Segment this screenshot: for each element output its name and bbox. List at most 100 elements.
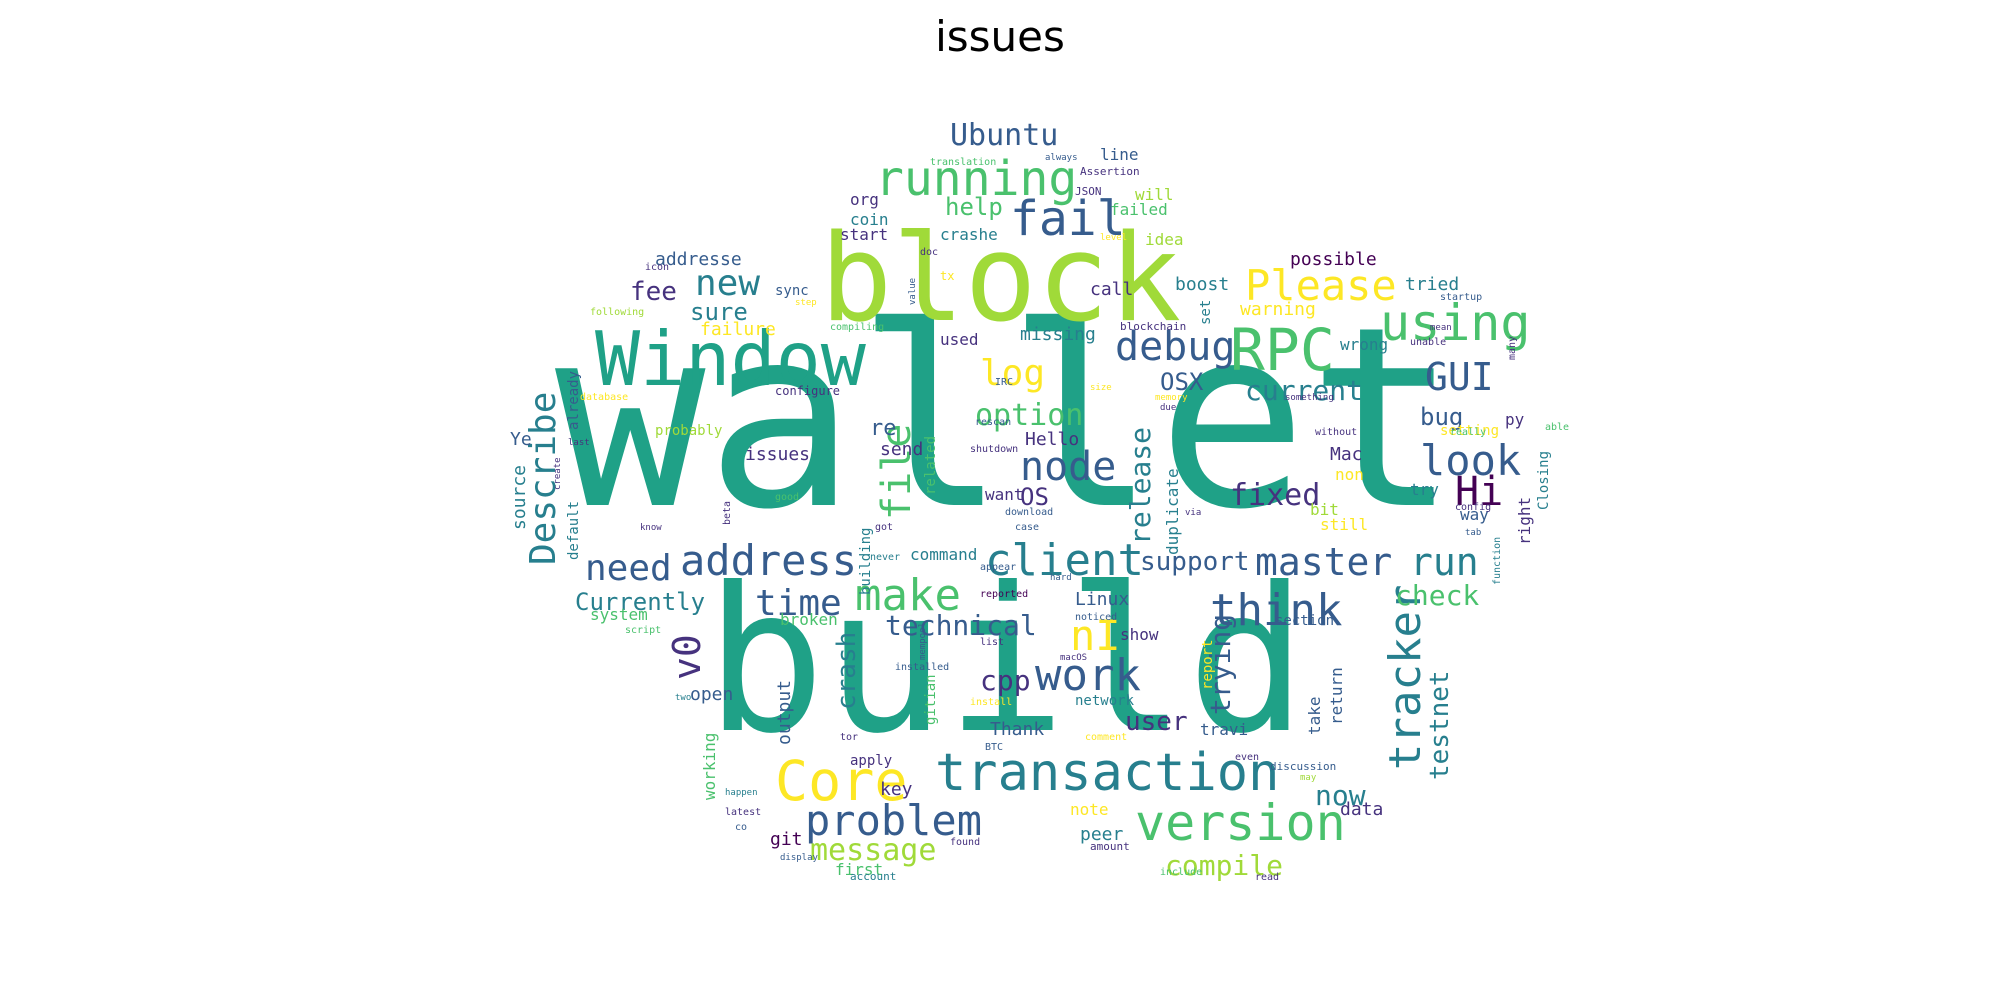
cloud-word-mempool: mempool xyxy=(918,622,928,660)
cloud-word-issues: issues xyxy=(745,444,810,465)
cloud-word-probably: probably xyxy=(655,423,722,439)
cloud-word-cpp: cpp xyxy=(980,664,1031,697)
cloud-word-fee: fee xyxy=(630,277,677,307)
cloud-word-os: OS xyxy=(1020,483,1049,511)
cloud-word-ubuntu: Ubuntu xyxy=(950,118,1058,153)
cloud-word-mac: Mac xyxy=(1330,444,1363,465)
cloud-word-re: re xyxy=(870,416,897,441)
cloud-word-block: block xyxy=(820,210,1181,349)
cloud-word-think: think xyxy=(1210,585,1342,636)
cloud-word-user: user xyxy=(1125,707,1188,737)
cloud-word-git: git xyxy=(770,829,803,850)
cloud-word-want: want xyxy=(985,485,1024,504)
cloud-word-time: time xyxy=(755,583,842,624)
cloud-word-co: co xyxy=(735,822,747,833)
cloud-word-size: size xyxy=(1090,383,1112,393)
cloud-word-client: client xyxy=(985,535,1144,586)
cloud-word-display: display xyxy=(780,853,819,863)
cloud-word-related: related xyxy=(923,436,939,495)
cloud-word-help: help xyxy=(945,193,1003,221)
cloud-word-make: make xyxy=(855,570,961,621)
cloud-word-doc: doc xyxy=(920,247,938,258)
cloud-word-building: building xyxy=(858,528,874,595)
cloud-word-fixed: fixed xyxy=(1230,478,1320,513)
cloud-word-install: install xyxy=(970,697,1012,708)
cloud-word-good: good xyxy=(775,492,799,503)
cloud-word-value: value xyxy=(908,278,918,305)
cloud-word-section: section xyxy=(1275,613,1334,629)
cloud-word-take: take xyxy=(1305,696,1324,735)
cloud-word-source: source xyxy=(509,465,530,530)
cloud-word-hard: hard xyxy=(1050,573,1072,583)
cloud-word-option: option xyxy=(975,398,1083,433)
cloud-word-describe: Describe xyxy=(523,392,564,565)
cloud-word-v0: v0 xyxy=(665,634,709,680)
cloud-word-crash: crash xyxy=(832,632,862,710)
cloud-word-thank: Thank xyxy=(990,719,1044,740)
cloud-word-boost: boost xyxy=(1175,274,1229,295)
cloud-word-send: send xyxy=(880,439,923,460)
cloud-word-try: try xyxy=(1410,480,1439,499)
cloud-word-bit: bit xyxy=(1310,500,1339,519)
cloud-word-got: got xyxy=(875,522,893,533)
cloud-word-default: default xyxy=(566,501,582,560)
cloud-word-following: following xyxy=(590,307,644,318)
cloud-word-really: really xyxy=(1450,427,1486,438)
cloud-word-gui: GUI xyxy=(1425,355,1494,399)
cloud-word-gitian: gitian xyxy=(923,674,939,725)
cloud-word-window: Window xyxy=(595,315,867,403)
cloud-word-setting: setting xyxy=(1440,423,1499,439)
cloud-word-check: check xyxy=(1395,579,1479,612)
cloud-word-still: still xyxy=(1320,515,1368,534)
cloud-word-return: return xyxy=(1327,667,1346,725)
cloud-word-currently: Currently xyxy=(575,588,705,616)
cloud-word-tab: tab xyxy=(1465,528,1481,538)
cloud-word-start: start xyxy=(840,225,888,244)
cloud-word-tried: tried xyxy=(1405,274,1459,295)
cloud-word-comment: comment xyxy=(1085,732,1127,743)
cloud-word-macos: macOS xyxy=(1060,653,1087,663)
cloud-word-need: need xyxy=(585,548,672,589)
cloud-word-will: will xyxy=(1135,185,1174,204)
cloud-word-trying: trying xyxy=(1204,614,1237,715)
cloud-word-build: build xyxy=(705,545,1307,778)
cloud-word-call: call xyxy=(1090,279,1133,300)
cloud-word-non: non xyxy=(1335,465,1364,484)
cloud-word-appear: appear xyxy=(980,562,1016,573)
cloud-word-possible: possible xyxy=(1290,249,1377,270)
cloud-word-fail: fail xyxy=(1010,191,1126,247)
cloud-word-current: current xyxy=(1245,374,1363,407)
cloud-word-right: right xyxy=(1515,497,1534,545)
cloud-word-happen: happen xyxy=(725,788,758,798)
cloud-word-failure: failure xyxy=(700,319,776,340)
cloud-word-wrong: wrong xyxy=(1340,335,1388,354)
cloud-word-first: first xyxy=(835,860,883,879)
cloud-word-problem: problem xyxy=(805,796,982,845)
cloud-word-able: able xyxy=(1545,422,1569,433)
cloud-word-version: version xyxy=(1135,794,1346,852)
cloud-word-key: key xyxy=(880,779,913,800)
cloud-word-debug: debug xyxy=(1115,324,1235,370)
cloud-word-irc: IRC xyxy=(995,377,1013,388)
cloud-word-node: node xyxy=(1020,444,1116,490)
cloud-word-using: using xyxy=(1380,294,1531,352)
cloud-word-may: may xyxy=(1300,773,1317,783)
cloud-word-working: working xyxy=(700,733,719,800)
cloud-word-database: database xyxy=(580,392,628,403)
cloud-word-ni: nI xyxy=(1070,611,1121,660)
cloud-word-system: system xyxy=(590,605,648,624)
cloud-word-support: support xyxy=(1140,547,1250,577)
cloud-word-installed: installed xyxy=(895,662,949,673)
cloud-word-blockchain: blockchain xyxy=(1120,320,1186,333)
cloud-word-report: report xyxy=(1200,639,1216,690)
cloud-word-release: release xyxy=(1124,427,1157,545)
cloud-word-mean: mean xyxy=(1430,323,1452,333)
cloud-word-script: script xyxy=(625,625,661,636)
cloud-word-master: master xyxy=(1255,540,1392,584)
cloud-word-duplicate: duplicate xyxy=(1163,468,1182,555)
cloud-word-data: data xyxy=(1340,799,1383,820)
cloud-word-tor: tor xyxy=(840,732,858,743)
cloud-word-sure: sure xyxy=(690,298,748,326)
cloud-word-tx: tx xyxy=(940,269,954,283)
cloud-word-addresse: addresse xyxy=(655,249,742,270)
